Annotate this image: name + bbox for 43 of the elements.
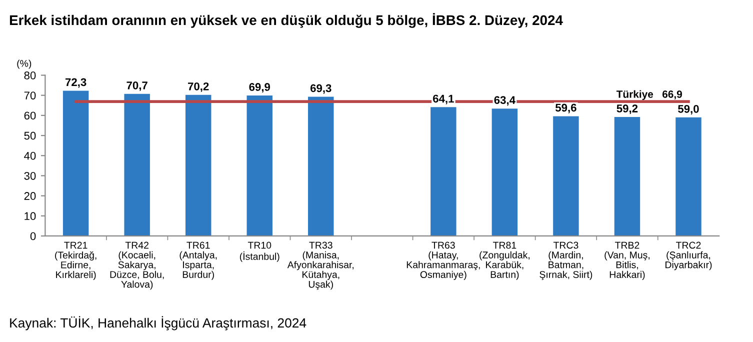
x-tick-label: TRC2 (Şanlıurfa, Diyarbakır) — [666, 242, 712, 270]
x-tick-label: TR33 (Manisa, Afyonkarahisar, Kütahya, Uşak) — [287, 242, 354, 290]
y-tick-label: 20 — [24, 192, 36, 200]
bar — [430, 107, 456, 236]
data-label: 59,6 — [555, 104, 576, 114]
y-tick-label: 30 — [24, 172, 36, 180]
x-tick-label: TR42 (Kocaeli, Sakarya, Düzce, Bolu, Yalova) — [110, 242, 164, 290]
bar — [676, 117, 702, 236]
bar — [185, 94, 212, 236]
data-label: 63,4 — [494, 96, 516, 106]
x-tick-label: TR63 (Hatay, Kahramanmaraş, Osmaniye) — [406, 242, 480, 280]
data-label: 69,3 — [310, 84, 332, 94]
y-tick-label: 40 — [24, 152, 36, 160]
ref-line-label: Türkiye 66,9 — [616, 90, 682, 100]
data-label: 59,0 — [678, 104, 699, 114]
y-tick-label: 70 — [24, 92, 36, 100]
bar — [62, 90, 89, 236]
x-tick-label: TR81 (Zonguldak, Karabük, Bartın) — [480, 242, 530, 280]
y-tick-label: 10 — [24, 212, 36, 220]
y-tick-label: 50 — [24, 132, 36, 140]
data-label: 72,3 — [65, 78, 86, 88]
x-tick-label: TRB2 (Van, Muş, Bitlis, Hakkari) — [604, 242, 650, 280]
y-tick-label: 80 — [24, 72, 36, 80]
y-axis-title: (%) — [17, 60, 32, 69]
bar — [553, 116, 579, 236]
data-label: 64,1 — [433, 94, 454, 104]
bar — [246, 96, 272, 236]
bar — [124, 94, 150, 236]
x-tick-label: TR21 (Tekirdağ, Edirne, Kırklareli) — [55, 242, 96, 280]
bar — [614, 117, 640, 236]
x-tick-label: TR10 (İstanbul) — [240, 242, 280, 262]
chart-title: Erkek istihdam oranının en yüksek ve en düşük olduğu 5 bölge, İBBS 2. Düzey, 2024 — [10, 13, 563, 28]
data-label: 69,9 — [249, 83, 270, 93]
data-label: 59,2 — [616, 104, 638, 114]
bar — [308, 96, 334, 236]
y-tick-label: 60 — [24, 112, 36, 120]
bar — [492, 108, 518, 236]
data-label: 70,2 — [188, 82, 209, 92]
x-tick-label: TR61 (Antalya, Isparta, Burdur) — [180, 242, 217, 280]
y-tick-label: 0 — [30, 232, 36, 240]
text: Kaynak: TÜİK, Hanehalkı İşgücü Araştırması, 2024 — [10, 316, 306, 330]
data-label: 70,7 — [126, 81, 148, 91]
x-tick-label: TRC3 (Mardin, Batman, Şırnak, Siirt) — [540, 242, 592, 280]
